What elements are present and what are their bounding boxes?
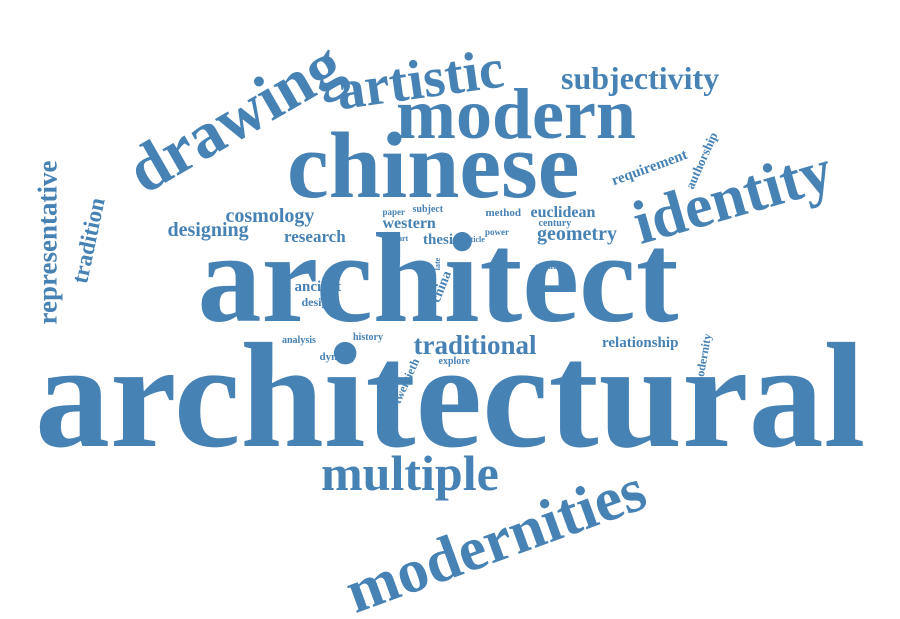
word-representative: representative	[32, 160, 63, 324]
word-multiple: multiple	[321, 445, 499, 501]
word-modern: modern	[396, 74, 636, 154]
word-subjectivity: subjectivity	[561, 60, 720, 96]
word-design: design	[301, 295, 335, 309]
word-part: part	[393, 234, 409, 243]
word-power: power	[485, 226, 509, 237]
word-analysis: analysis	[282, 335, 316, 346]
word-explore: explore	[438, 356, 470, 367]
word-history: history	[353, 332, 383, 343]
word-designing: designing	[167, 219, 249, 241]
word-tradition: tradition	[66, 194, 110, 286]
word-article: article	[463, 235, 485, 244]
word-method: method	[485, 206, 521, 219]
word-western: western	[382, 215, 436, 232]
word-cosmology: cosmology	[225, 205, 315, 227]
word-architect: architect	[197, 207, 679, 349]
word-century: century	[538, 218, 572, 229]
word-chinese: chinese	[287, 114, 580, 218]
word-geometry: geometry	[537, 223, 617, 245]
word-dynasty: dynasty	[319, 350, 357, 363]
word-relationship: relationship	[602, 334, 679, 351]
word-architectural: architectural	[35, 313, 866, 479]
word-research: research	[284, 226, 346, 246]
word-thesis: thesis	[423, 231, 459, 248]
word-euclidean: euclidean	[530, 204, 596, 221]
word-ancient: ancient	[294, 278, 342, 295]
word-argue: argue	[535, 260, 557, 271]
word-traditional: traditional	[413, 329, 537, 360]
word-paper: paper	[382, 206, 406, 217]
word-subject: subject	[412, 204, 444, 215]
